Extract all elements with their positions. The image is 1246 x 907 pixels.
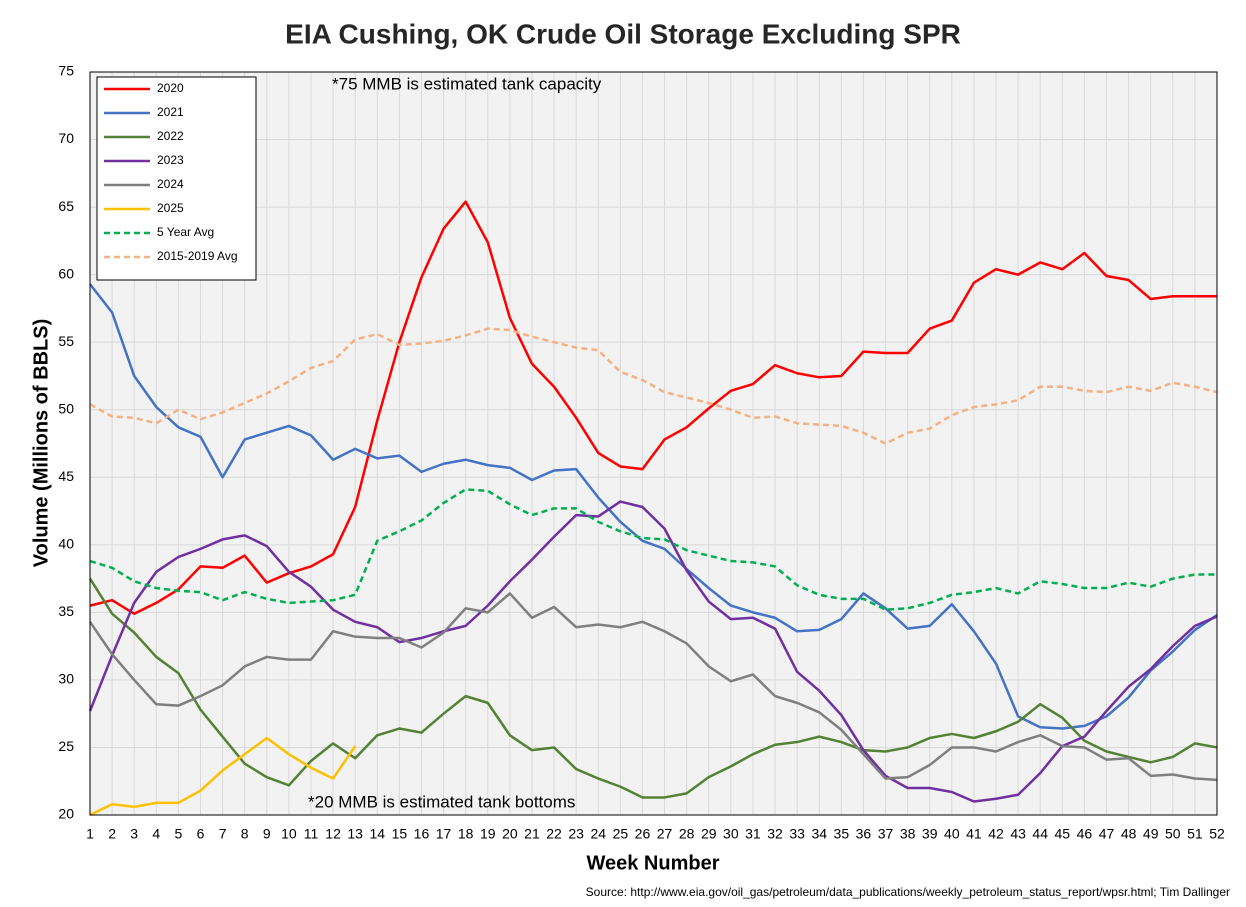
x-tick-label: 38 <box>900 826 916 842</box>
x-tick-label: 25 <box>613 826 629 842</box>
x-tick-label: 12 <box>325 826 341 842</box>
x-tick-label: 45 <box>1055 826 1071 842</box>
x-tick-label: 19 <box>480 826 496 842</box>
x-tick-label: 16 <box>414 826 430 842</box>
plot-border <box>89 71 1218 816</box>
y-tick-label: 60 <box>58 265 74 281</box>
grid <box>89 71 1218 816</box>
x-tick-label: 34 <box>811 826 827 842</box>
x-tick-label: 15 <box>392 826 408 842</box>
x-tick-label: 28 <box>679 826 695 842</box>
series-line <box>88 577 1218 799</box>
annotation: *20 MMB is estimated tank bottoms <box>308 792 575 811</box>
x-tick-label: 46 <box>1077 826 1093 842</box>
legend-label: 2024 <box>157 177 184 191</box>
series-line <box>89 327 1218 445</box>
x-tick-label: 36 <box>856 826 872 842</box>
x-tick-label: 24 <box>590 826 606 842</box>
x-tick-label: 31 <box>745 826 761 842</box>
series-line <box>89 200 1217 615</box>
x-tick-label: 44 <box>1032 826 1048 842</box>
y-tick-label: 40 <box>58 536 74 552</box>
x-axis-title: Week Number <box>586 852 719 874</box>
x-tick-label: 26 <box>635 826 651 842</box>
x-tick-label: 13 <box>347 826 363 842</box>
plot-area <box>90 72 1217 815</box>
x-tick-label: 37 <box>878 826 894 842</box>
x-tick-label: 22 <box>546 826 562 842</box>
legend-label: 2021 <box>157 105 184 119</box>
x-tick-label: 1 <box>86 826 94 842</box>
x-tick-label: 50 <box>1165 826 1181 842</box>
x-tick-label: 11 <box>304 826 319 842</box>
x-tick-label: 23 <box>568 826 584 842</box>
x-tick-label: 27 <box>657 826 673 842</box>
legend: 2020 2021 2022 2023 2024 2025 5 Year Avg 2015-2… <box>96 76 257 281</box>
legend-label: 2022 <box>157 129 184 143</box>
x-tick-label: 6 <box>197 826 205 842</box>
x-tick-label: 48 <box>1121 826 1137 842</box>
series-line <box>89 283 1218 730</box>
y-tick-label: 30 <box>58 671 74 687</box>
x-tick-label: 33 <box>789 826 805 842</box>
x-tick-label: 9 <box>263 826 271 842</box>
legend-label: 2025 <box>157 201 184 215</box>
y-tick-label: 35 <box>58 603 74 619</box>
y-tick-label: 20 <box>58 806 74 822</box>
y-tick-label: 45 <box>58 468 74 484</box>
x-tick-label: 10 <box>281 826 297 842</box>
legend-label: 2020 <box>157 81 184 95</box>
x-tick-label: 7 <box>219 826 227 842</box>
y-tick-label: 70 <box>58 130 74 146</box>
chart-title: EIA Cushing, OK Crude Oil Storage Exclud… <box>285 18 961 49</box>
source-note: Source: http://www.eia.gov/oil_gas/petro… <box>586 885 1230 899</box>
y-tick-label: 25 <box>58 738 74 754</box>
annotation: *75 MMB is estimated tank capacity <box>332 74 602 93</box>
x-tick-label: 5 <box>174 826 182 842</box>
x-tick-label: 14 <box>369 826 385 842</box>
x-tick-label: 2 <box>108 826 116 842</box>
x-tick-label: 42 <box>988 826 1004 842</box>
series-line <box>89 736 357 817</box>
series-line <box>89 488 1217 611</box>
x-tick-label: 21 <box>524 826 540 842</box>
x-tick-label: 30 <box>723 826 739 842</box>
series-line <box>88 500 1218 803</box>
x-tick-label: 8 <box>241 826 249 842</box>
legend-label: 2015-2019 Avg <box>157 249 238 263</box>
x-tick-label: 43 <box>1010 826 1026 842</box>
y-axis-title: Volume (Millions of BBLS) <box>30 319 52 568</box>
x-tick-label: 49 <box>1143 826 1159 842</box>
legend-label: 5 Year Avg <box>157 225 214 239</box>
x-tick-label: 51 <box>1187 826 1203 842</box>
x-tick-label: 47 <box>1099 826 1115 842</box>
x-tick-label: 3 <box>130 826 138 842</box>
x-tick-label: 18 <box>458 826 474 842</box>
legend-box <box>96 76 257 281</box>
legend-label: 2023 <box>157 153 184 167</box>
x-tick-label: 17 <box>436 826 452 842</box>
lines <box>88 200 1218 817</box>
x-tick-label: 35 <box>834 826 850 842</box>
y-tick-label: 55 <box>58 333 74 349</box>
x-tick-label: 29 <box>701 826 717 842</box>
x-tick-label: 52 <box>1209 826 1225 842</box>
y-tick-label: 75 <box>58 63 74 79</box>
x-tick-label: 40 <box>944 826 960 842</box>
x-tick-label: 32 <box>767 826 783 842</box>
x-tick-label: 39 <box>922 826 938 842</box>
y-tick-label: 65 <box>58 198 74 214</box>
series-line <box>88 592 1218 782</box>
x-tick-label: 20 <box>502 826 518 842</box>
x-tick-label: 41 <box>966 826 982 842</box>
y-tick-label: 50 <box>58 400 74 416</box>
x-tick-label: 4 <box>152 826 160 842</box>
